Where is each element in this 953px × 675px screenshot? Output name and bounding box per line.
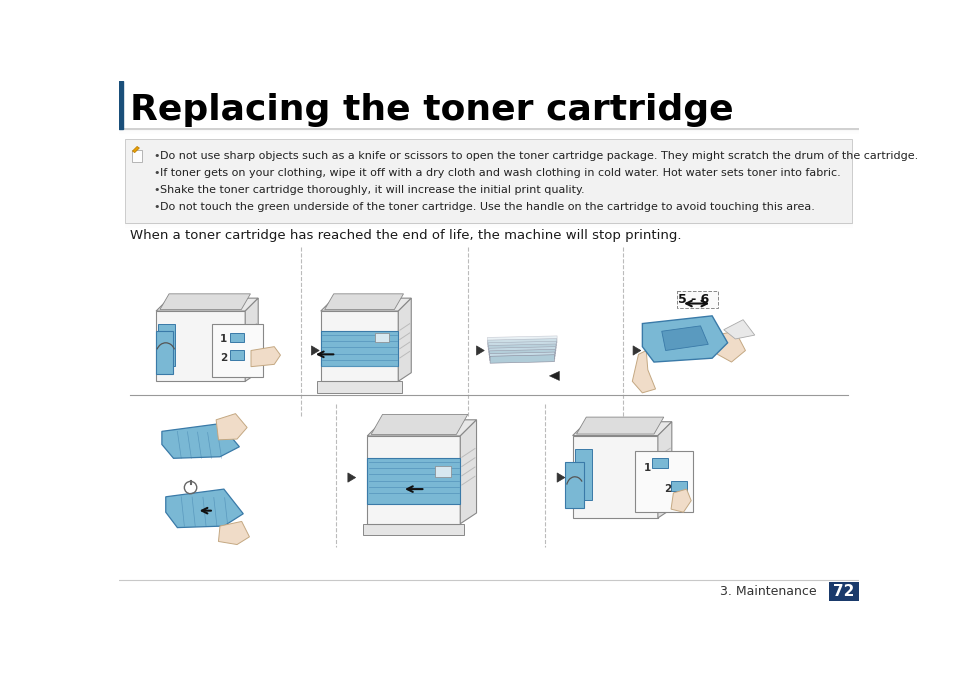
Polygon shape (132, 146, 139, 153)
Polygon shape (160, 294, 251, 310)
Polygon shape (716, 331, 744, 362)
Polygon shape (324, 294, 403, 310)
Polygon shape (572, 422, 671, 435)
Bar (230, 350, 244, 360)
Text: 2: 2 (220, 353, 227, 363)
Bar (125, 139, 852, 223)
Polygon shape (487, 336, 557, 344)
Polygon shape (367, 420, 476, 436)
Polygon shape (549, 371, 558, 381)
Polygon shape (316, 381, 402, 393)
Polygon shape (367, 436, 459, 524)
Polygon shape (251, 347, 280, 367)
Polygon shape (371, 414, 467, 435)
Bar (828, 583, 858, 601)
Polygon shape (218, 522, 249, 545)
Polygon shape (564, 462, 583, 508)
Polygon shape (670, 489, 691, 512)
Text: •: • (153, 151, 160, 161)
Polygon shape (633, 346, 640, 355)
Text: 2: 2 (663, 484, 671, 494)
Text: When a toner cartridge has reached the end of life, the machine will stop printi: When a toner cartridge has reached the e… (130, 229, 680, 242)
Polygon shape (397, 298, 411, 381)
Bar (677, 291, 717, 308)
Polygon shape (320, 331, 397, 366)
Polygon shape (158, 323, 175, 366)
Bar (634, 451, 692, 512)
Polygon shape (488, 344, 556, 352)
Bar (670, 481, 686, 491)
Polygon shape (488, 342, 556, 350)
Bar (119, 81, 123, 129)
Text: 72: 72 (832, 584, 854, 599)
Polygon shape (155, 331, 173, 373)
Polygon shape (476, 346, 484, 355)
Polygon shape (166, 489, 243, 528)
Polygon shape (575, 449, 592, 500)
Text: Do not touch the green underside of the toner cartridge. Use the handle on the c: Do not touch the green underside of the … (159, 202, 814, 211)
Text: 1: 1 (220, 334, 227, 344)
Polygon shape (216, 414, 247, 440)
Polygon shape (632, 350, 655, 393)
Text: •: • (153, 184, 160, 194)
Text: Shake the toner cartridge thoroughly, it will increase the initial print quality: Shake the toner cartridge thoroughly, it… (159, 184, 583, 194)
Polygon shape (572, 435, 658, 518)
Text: •: • (153, 202, 160, 211)
Polygon shape (576, 417, 663, 434)
Bar (652, 458, 667, 468)
Bar (375, 333, 389, 342)
Bar (230, 333, 244, 342)
Polygon shape (490, 355, 554, 363)
Polygon shape (723, 320, 754, 339)
Polygon shape (156, 311, 245, 381)
Polygon shape (363, 524, 464, 535)
Text: Replacing the toner cartridge: Replacing the toner cartridge (130, 93, 733, 128)
Polygon shape (641, 316, 727, 362)
Polygon shape (489, 350, 555, 358)
Polygon shape (320, 298, 411, 311)
Polygon shape (367, 458, 459, 504)
Polygon shape (488, 347, 555, 355)
Polygon shape (162, 424, 239, 458)
Polygon shape (245, 298, 258, 381)
Polygon shape (557, 473, 564, 482)
Polygon shape (311, 346, 319, 355)
Text: •: • (153, 167, 160, 178)
Polygon shape (489, 352, 555, 360)
Polygon shape (658, 422, 671, 518)
Polygon shape (348, 473, 355, 482)
Text: Do not use sharp objects such as a knife or scissors to open the toner cartridge: Do not use sharp objects such as a knife… (159, 151, 917, 161)
Text: If toner gets on your clothing, wipe it off with a dry cloth and wash clothing i: If toner gets on your clothing, wipe it … (159, 167, 840, 178)
Polygon shape (487, 339, 557, 347)
Text: 3. Maintenance: 3. Maintenance (720, 585, 816, 598)
Bar (435, 466, 451, 477)
Polygon shape (156, 298, 258, 311)
Polygon shape (459, 420, 476, 524)
Polygon shape (661, 326, 707, 350)
Polygon shape (320, 311, 397, 381)
Bar (132, 150, 142, 162)
Text: 1: 1 (643, 462, 651, 472)
Bar (212, 323, 262, 377)
Text: 5 - 6: 5 - 6 (678, 293, 708, 306)
